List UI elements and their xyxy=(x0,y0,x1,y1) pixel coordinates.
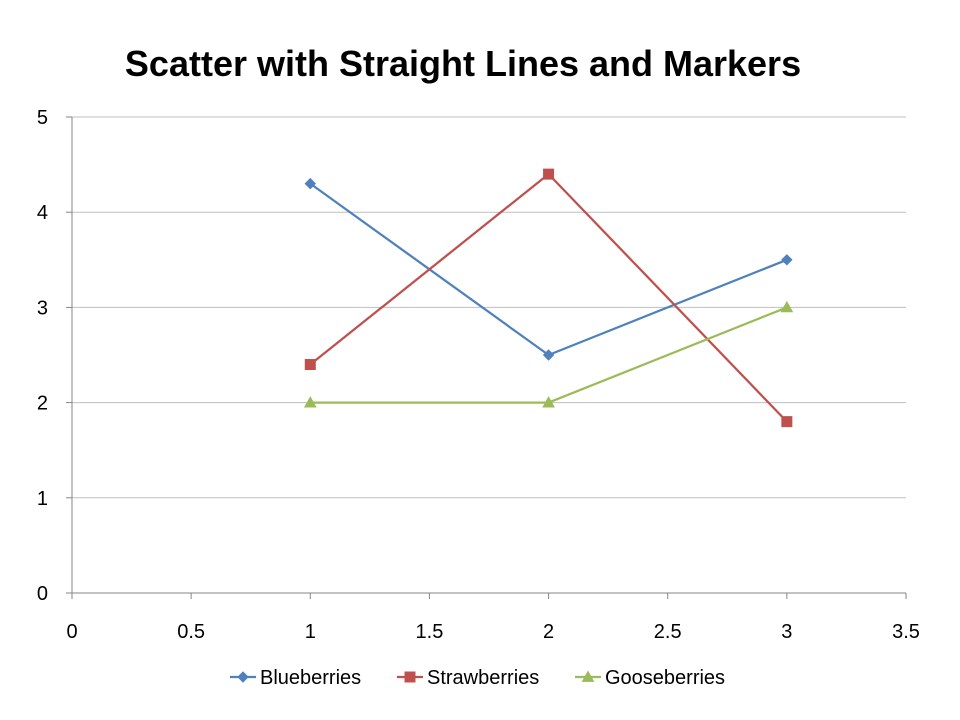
y-tick-label: 1 xyxy=(37,488,48,510)
legend-label: Blueberries xyxy=(260,667,361,689)
chart-title: Scatter with Straight Lines and Markers xyxy=(125,43,801,84)
legend-swatch-marker xyxy=(237,671,249,683)
legend-item-strawberries: Strawberries xyxy=(397,667,539,689)
x-tick-label: 2.5 xyxy=(654,621,682,643)
legend-item-gooseberries: Gooseberries xyxy=(575,667,725,689)
data-point-gooseberries xyxy=(303,396,317,408)
x-tick-label: 1 xyxy=(305,621,316,643)
x-tick-label: 1.5 xyxy=(416,621,444,643)
gridlines xyxy=(72,116,906,499)
x-tick-label: 2 xyxy=(543,621,554,643)
data-point-blueberries xyxy=(781,254,793,266)
x-tick-label: 3.5 xyxy=(892,621,920,643)
data-point-strawberries xyxy=(781,416,793,428)
series-line-blueberries xyxy=(309,182,788,357)
legend-swatch-marker xyxy=(404,671,416,683)
x-tick-label: 0 xyxy=(66,621,77,643)
legend-label: Strawberries xyxy=(427,667,539,689)
y-tick-label: 3 xyxy=(37,297,48,319)
data-point-strawberries xyxy=(543,168,555,180)
data-point-gooseberries xyxy=(542,396,555,408)
x-tick-label: 0.5 xyxy=(177,621,205,643)
x-tick-label: 3 xyxy=(781,621,792,643)
legend-label: Gooseberries xyxy=(605,667,725,689)
data-point-blueberries xyxy=(304,177,316,190)
series-blueberries xyxy=(304,177,793,361)
series-gooseberries xyxy=(303,300,794,408)
data-point-blueberries xyxy=(542,349,555,361)
plot-area xyxy=(303,168,794,428)
legend-item-blueberries: Blueberries xyxy=(230,667,361,689)
y-tick-label: 2 xyxy=(37,393,48,415)
y-tick-label: 5 xyxy=(37,107,48,129)
data-point-gooseberries xyxy=(780,300,794,313)
series-line-strawberries xyxy=(309,172,788,423)
legend-swatch-marker xyxy=(581,670,595,682)
y-tick-label: 0 xyxy=(37,583,48,605)
legend: Blueberries Strawberries Gooseberries xyxy=(230,667,725,689)
y-tick-label: 4 xyxy=(37,202,48,224)
data-point-strawberries xyxy=(304,359,316,371)
series-strawberries xyxy=(304,168,793,428)
axes: 0 1 2 3 4 5 0 0.5 1 1.5 2 2.5 3 3.5 xyxy=(37,107,920,643)
